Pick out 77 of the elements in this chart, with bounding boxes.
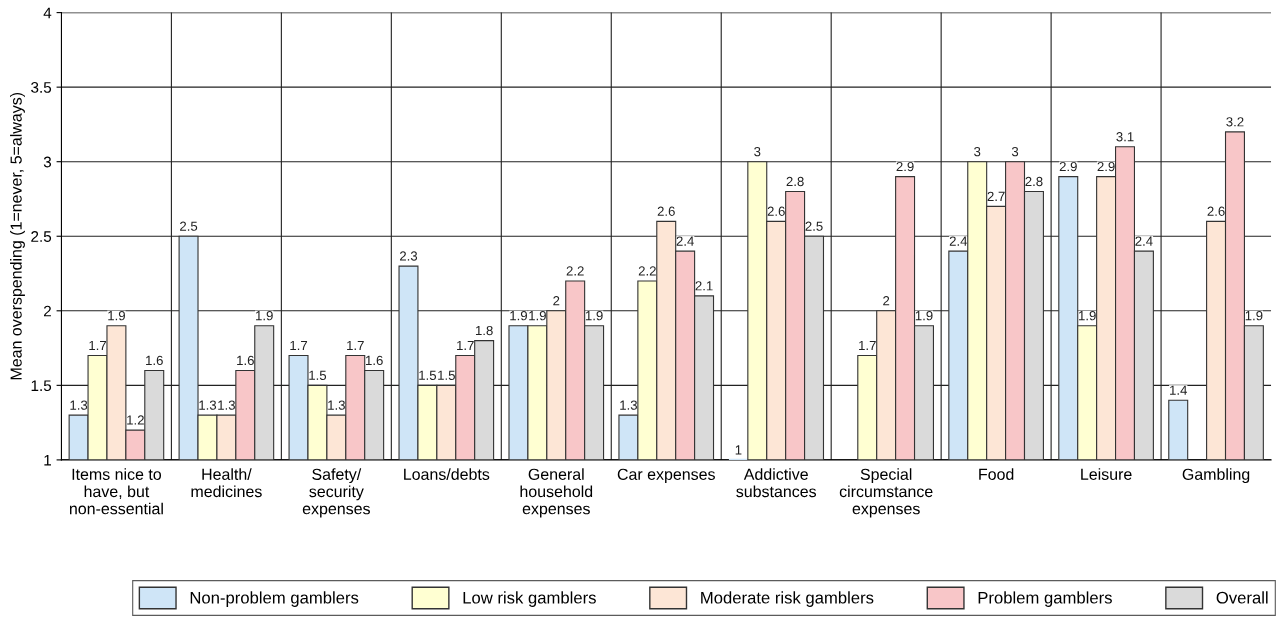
data-label: 2.3 [399,251,418,261]
data-label: 2.8 [1025,176,1043,187]
data-label: 3 [974,146,981,157]
legend-label: Moderate risk gamblers [701,591,874,607]
data-label: 2.2 [566,266,584,276]
data-label: 1.4 [1170,385,1188,395]
data-label: 2.5 [805,221,823,231]
data-label: 1.9 [585,310,603,321]
data-label: 2.4 [949,236,968,246]
data-label: 2 [883,296,890,306]
y-tick-label: 2.5 [31,231,52,242]
y-tick-label: 1.5 [31,380,52,392]
data-label: 1.5 [419,370,437,380]
data-label: 2 [553,296,560,306]
data-label: 1.9 [529,310,546,321]
data-label: 1.9 [1079,310,1096,321]
data-label: 1.3 [199,400,217,410]
data-label: 1.3 [70,400,88,410]
legend-label: Low risk gamblers [463,591,596,607]
data-label: 3.1 [1116,132,1134,142]
data-label: 2.2 [638,266,656,276]
x-tick-label: Gambling [1182,468,1250,484]
x-tick-label: Leisure [1081,468,1132,480]
y-tick-label: 2 [43,305,51,317]
data-label: 1.7 [347,340,364,351]
x-tick-label: Food [979,468,1014,480]
data-label: 2.9 [1059,161,1077,172]
data-label: 1.7 [859,340,876,351]
legend-label: Overall [1216,591,1268,604]
y-tick-label: 4 [43,7,52,19]
data-label: 1.7 [290,340,308,351]
data-label: 1.5 [438,370,455,380]
data-label: 1.3 [620,400,637,410]
data-label: 1.8 [475,325,493,336]
data-label: 3 [754,146,761,157]
data-label: 3.2 [1226,117,1244,127]
data-label: 1.7 [457,340,474,351]
legend-label: Non-problem gamblers [190,591,359,607]
data-label: 2.5 [180,221,198,231]
y-tick-label: 1 [44,454,51,466]
x-tick-label: Items nice to have, but non-essential [69,468,163,515]
data-label: 1.9 [510,310,527,321]
data-label: 2.8 [786,176,804,187]
data-label: 3 [1011,146,1019,157]
data-label: 1.9 [108,310,125,321]
data-label: 2.9 [1097,161,1115,172]
x-tick-label: Loans/debts [404,468,490,480]
data-label: 1.3 [328,400,345,410]
data-label: 2.6 [767,206,785,216]
x-tick-label: Special circumstance expenses [839,468,933,518]
data-label: 1.2 [127,415,144,425]
x-tick-label: Addictive substances [736,468,817,498]
data-label: 2.1 [695,281,713,291]
data-label: 1.7 [89,340,107,351]
x-tick-label: Health/ medicines [191,468,262,498]
data-label: 2.7 [987,191,1005,201]
data-label: 2.9 [896,161,914,172]
y-axis-title: Mean overspending (1=never, 5=always) [10,92,25,380]
x-tick-label: Car expenses [617,468,715,484]
y-tick-label: 3.5 [31,82,52,93]
data-label: 2.6 [1207,206,1225,216]
y-tick-label: 3 [43,156,52,168]
data-label: 1.6 [146,355,163,366]
data-label: 1.9 [915,310,933,321]
data-label: 2.6 [657,206,675,216]
x-tick-label: Safety/ security expenses [302,468,370,518]
data-label: 1 [735,445,742,455]
data-label: 2.4 [676,236,694,246]
data-label: 2.4 [1135,236,1153,246]
legend-label: Problem gamblers [978,591,1112,607]
data-label: 1.6 [237,355,254,366]
data-label: 1.5 [309,370,327,380]
data-label: 1.6 [366,355,383,366]
x-tick-label: General household expenses [520,468,593,518]
data-label: 1.9 [256,310,273,321]
data-label: 1.3 [218,400,235,410]
data-label: 1.9 [1245,310,1263,321]
